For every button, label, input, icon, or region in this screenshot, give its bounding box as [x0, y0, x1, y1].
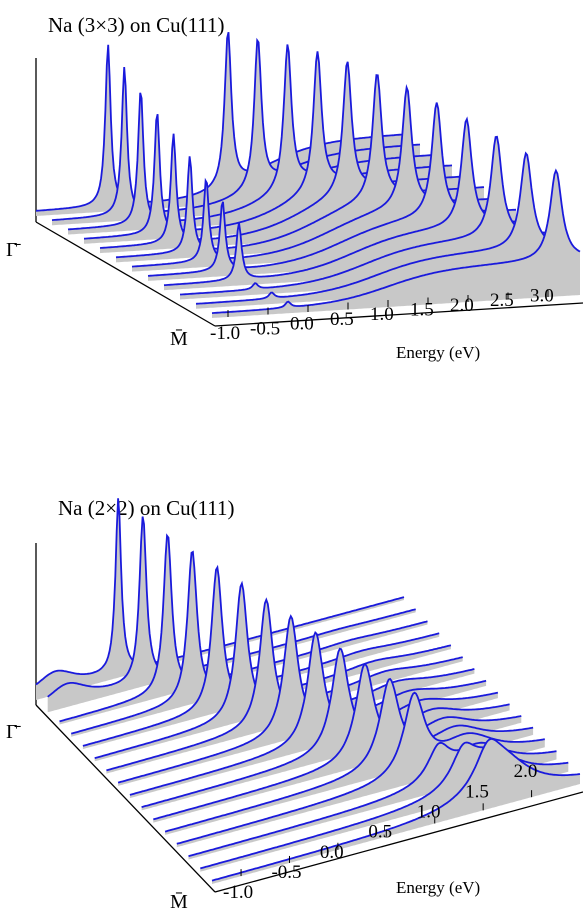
panel-bottom-energy-axis	[214, 791, 583, 893]
panel-bottom-k-axis	[35, 704, 216, 893]
panel-top-k-axis	[35, 221, 216, 327]
panel-top-m-label: M̄	[170, 328, 188, 350]
panel-top-curve-fill	[212, 170, 580, 318]
panel-bottom-curve-fill	[47, 516, 416, 713]
panel-bottom-curve-line	[164, 677, 534, 833]
panel-top-curve-line	[180, 135, 548, 296]
panel-bottom-tick-label: -1.0	[223, 882, 253, 903]
panel-top-tick-label: 0.0	[290, 314, 314, 335]
panel-top-tick-label: 1.0	[370, 304, 394, 325]
panel-bottom-xlabel: Energy (eV)	[396, 878, 480, 897]
panel-top-xlabel: Energy (eV)	[396, 343, 480, 362]
panel-bottom-curve-fill	[106, 599, 475, 774]
panel-bottom-tick-label: 1.0	[417, 801, 441, 822]
panel-top-curve-line	[51, 37, 421, 221]
panel-top: Na (3×3) on Cu(111) -1.0 -0.5 0.0 0.5 1.0 1.5…	[6, 13, 583, 362]
panel-bottom-curve-line	[153, 663, 522, 821]
panel-bottom: Na (2×2) on Cu(111) -1.0 -0.5 0.0 0.5 1.0 1.5…	[6, 496, 583, 911]
panel-top-energy-ticks: -1.0 -0.5 0.0 0.5 1.0 1.5 2.0 2.5 3.0	[210, 285, 554, 344]
panel-bottom-tick-label: 0.5	[368, 822, 392, 843]
panel-top-tick-label: 1.5	[410, 300, 434, 321]
panel-bottom-m-label: M̄	[170, 891, 188, 911]
panel-bottom-tick-label: 2.0	[514, 761, 538, 782]
panel-bottom-curve-fill	[212, 739, 580, 884]
panel-top-tick-label: -0.5	[250, 318, 280, 339]
panel-top-curves	[35, 31, 581, 318]
panel-bottom-curve-fill	[94, 583, 463, 762]
panel-bottom-curve-line	[176, 691, 545, 845]
panel-bottom-tick-label: -0.5	[271, 862, 301, 883]
panel-top-tick-label: 3.0	[530, 285, 554, 306]
panel-bottom-curve-fill	[118, 616, 487, 786]
panel-top-tick-label: -1.0	[210, 323, 240, 344]
panel-bottom-curve-line	[117, 614, 487, 784]
panel-bottom-gamma-label: Γ̄	[6, 721, 22, 743]
panel-top-curve-line	[83, 51, 453, 240]
panel-top-curve-line	[195, 151, 565, 305]
panel-top-curve-line	[211, 168, 581, 314]
panel-bottom-title: Na (2×2) on Cu(111)	[58, 496, 235, 520]
panel-top-title: Na (3×3) on Cu(111)	[48, 13, 225, 37]
panel-top-gamma-label: Γ̄	[6, 239, 22, 261]
panel-top-curve-line	[163, 116, 532, 287]
panel-bottom-curve-fill	[36, 498, 404, 700]
panel-top-tick-label: 0.5	[330, 309, 354, 330]
panel-bottom-curve-fill	[129, 632, 498, 799]
panel-bottom-curves	[35, 498, 581, 884]
panel-bottom-curve-line	[141, 647, 510, 808]
panel-bottom-curve-fill	[141, 648, 510, 811]
panel-bottom-energy-ticks: -1.0 -0.5 0.0 0.5 1.0 1.5 2.0	[223, 761, 537, 903]
panel-top-tick-label: 2.5	[490, 290, 514, 311]
panel-top-tick-label: 2.0	[450, 295, 474, 316]
panel-bottom-tick-label: 0.0	[320, 842, 344, 863]
panel-bottom-curve-line	[47, 516, 416, 698]
panel-bottom-curve-line	[129, 631, 499, 796]
panel-bottom-tick-label: 1.5	[465, 781, 489, 802]
panel-top-energy-axis	[214, 302, 583, 327]
panel-bottom-curve-line	[211, 738, 581, 882]
